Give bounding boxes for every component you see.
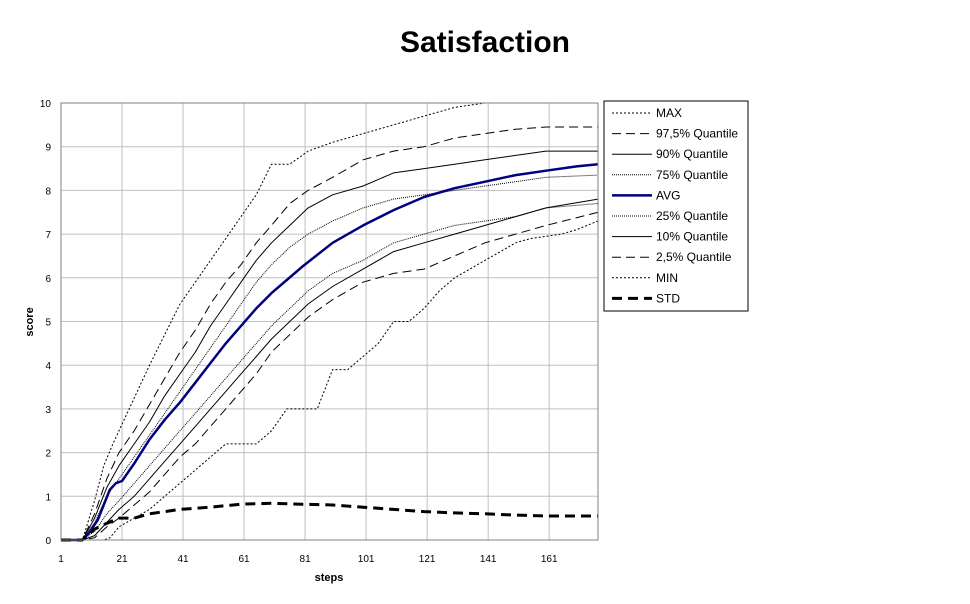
- y-tick-label: 6: [45, 274, 51, 285]
- x-tick-label: 81: [300, 554, 312, 565]
- series-line-2-5-quantile: [61, 211, 599, 541]
- series-layer: [61, 102, 599, 542]
- series-line-max: [61, 102, 501, 541]
- legend-label-25-quantile: 25% Quantile: [656, 209, 728, 223]
- series-line-avg: [61, 162, 599, 542]
- y-tick-label: 8: [45, 186, 51, 197]
- plot-border: [60, 102, 599, 541]
- grid: [60, 102, 598, 541]
- series-line-75-quantile: [61, 174, 599, 541]
- series-line-min: [61, 220, 599, 541]
- y-tick-label: 5: [45, 318, 51, 329]
- x-tick-label: 61: [239, 554, 251, 565]
- y-tick-label: 4: [45, 361, 51, 372]
- x-tick-label: 161: [541, 554, 558, 565]
- legend-label-min: MIN: [656, 271, 678, 285]
- x-tick-label: 21: [116, 554, 128, 565]
- legend-label-75-quantile: 75% Quantile: [656, 168, 728, 182]
- legend-label-max: MAX: [656, 106, 682, 120]
- legend: MAX 97,5% Quantile 90% Quantile 75% Quantil…: [603, 100, 749, 312]
- legend-label-avg: AVG: [656, 188, 680, 202]
- series-line-90-quantile: [61, 150, 598, 541]
- y-tick-label: 10: [40, 99, 52, 110]
- legend-label-10-quantile: 10% Quantile: [656, 230, 728, 244]
- x-tick-label: 121: [419, 554, 436, 565]
- legend-box: [603, 100, 749, 312]
- legend-label-2-5-quantile: 2,5% Quantile: [656, 250, 732, 264]
- legend-label-90-quantile: 90% Quantile: [656, 147, 728, 161]
- x-tick-label: 141: [480, 554, 497, 565]
- y-tick-label: 0: [45, 536, 51, 547]
- y-tick-label: 9: [45, 143, 51, 154]
- series-line-10-quantile: [61, 198, 599, 541]
- x-tick-label: 41: [177, 554, 189, 565]
- x-tick-label: 101: [358, 554, 375, 565]
- series-line-25-quantile: [61, 203, 599, 541]
- x-tick-label: 1: [58, 554, 64, 565]
- y-tick-label: 7: [45, 230, 51, 241]
- y-axis-title: score: [24, 307, 36, 336]
- y-tick-label: 1: [45, 492, 51, 503]
- chart-title: Satisfaction: [399, 26, 571, 59]
- y-tick-label: 3: [45, 405, 51, 416]
- legend-label-std: STD: [656, 291, 680, 305]
- legend-label-97-5-quantile: 97,5% Quantile: [656, 127, 738, 141]
- x-axis-title: steps: [315, 572, 344, 584]
- series-line-97-5-quantile: [61, 126, 598, 541]
- y-tick-label: 2: [45, 449, 51, 460]
